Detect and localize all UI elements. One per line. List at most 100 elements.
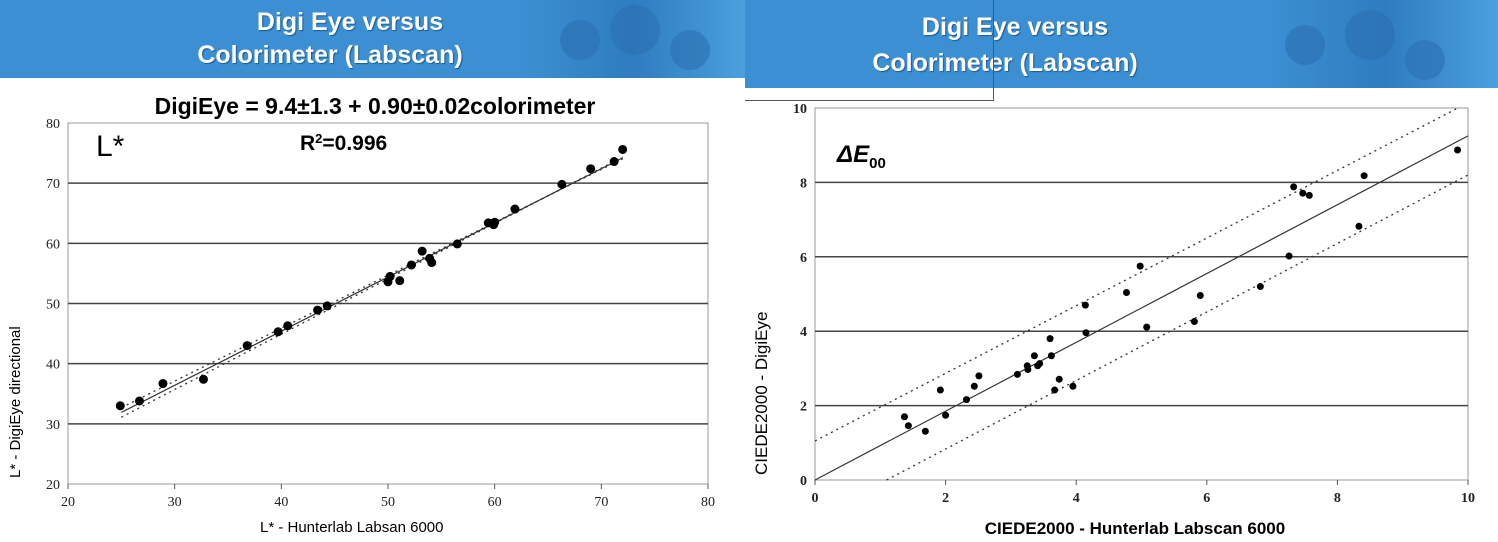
data-point — [198, 374, 208, 384]
data-point — [283, 321, 293, 331]
x-tick-label: 30 — [168, 495, 182, 510]
y-tick-label: 6 — [800, 251, 807, 266]
data-point — [417, 246, 427, 256]
data-point — [618, 144, 628, 154]
fit-line — [121, 157, 623, 413]
right-title-line2: Colorimeter (Labscan) — [872, 49, 1138, 77]
data-point — [115, 401, 125, 411]
y-tick-label: 2 — [800, 400, 807, 415]
data-point — [1055, 375, 1063, 383]
r2-text: R2=0.996 — [300, 131, 387, 155]
data-point — [322, 301, 332, 311]
x-tick-label: 8 — [1334, 491, 1341, 506]
y-axis-label: CIEDE2000 - DigiEye — [752, 312, 771, 475]
y-tick-label: 20 — [46, 478, 60, 493]
x-tick-label: 50 — [381, 495, 395, 510]
data-point — [1454, 146, 1462, 154]
confidence-line — [814, 107, 1459, 442]
x-axis-label: L* - Hunterlab Labsan 6000 — [260, 519, 443, 536]
data-point — [1285, 252, 1293, 260]
data-point — [1360, 172, 1368, 180]
data-point — [942, 411, 950, 419]
data-point — [1305, 191, 1313, 199]
data-point — [936, 386, 944, 394]
confidence-line — [886, 174, 1469, 481]
y-tick-label: 70 — [46, 177, 60, 192]
x-tick-label: 6 — [1203, 491, 1210, 506]
x-axis-label: CIEDE2000 - Hunterlab Labscan 6000 — [985, 519, 1285, 538]
data-point — [1196, 291, 1204, 299]
data-point — [1030, 352, 1038, 360]
x-tick-label: 4 — [1073, 491, 1080, 506]
data-point — [158, 379, 168, 389]
data-point — [1024, 366, 1032, 374]
data-point — [395, 276, 405, 286]
left-title-line1: Digi Eye versus — [256, 8, 444, 36]
data-point — [134, 396, 144, 406]
x-tick-label: 20 — [61, 495, 75, 510]
outline-box — [745, 0, 994, 101]
data-point — [609, 157, 619, 167]
data-point — [452, 239, 462, 249]
x-tick-label: 0 — [812, 491, 819, 506]
delta-e-chart: ΔE00 CIEDE2000 - Hunterlab Labscan 6000 … — [752, 102, 1475, 538]
data-point — [1082, 329, 1090, 337]
data-point — [1190, 318, 1198, 326]
data-point — [1051, 386, 1059, 394]
fit-line — [814, 135, 1469, 481]
y-tick-label: 40 — [46, 358, 60, 373]
data-point — [1136, 262, 1144, 270]
data-point — [586, 164, 596, 174]
data-point — [1256, 283, 1264, 291]
y-tick-label: 0 — [800, 474, 807, 489]
data-point — [975, 372, 983, 380]
plot-area — [814, 107, 1469, 481]
right-header-banner: Digi Eye versus Colorimeter (Labscan) — [745, 0, 1498, 88]
data-point — [1355, 222, 1363, 230]
x-tick-label: 2 — [942, 491, 949, 506]
chart-label: L* — [96, 130, 125, 163]
data-point — [406, 260, 416, 270]
confidence-line — [121, 156, 623, 418]
y-tick-label: 80 — [46, 117, 60, 132]
data-point — [1013, 370, 1021, 378]
x-tick-label: 70 — [594, 495, 608, 510]
right-title-line1: Digi Eye versus — [921, 13, 1109, 41]
chart-label: ΔE00 — [836, 141, 886, 172]
data-point — [1122, 289, 1130, 297]
data-point — [970, 382, 978, 390]
equation-text: DigiEye = 9.4±1.3 + 0.90±0.02colorimeter — [155, 93, 596, 119]
data-point — [385, 271, 395, 281]
y-axis-label: L* - DigiEye directional — [7, 326, 24, 478]
x-tick-label: 40 — [274, 495, 288, 510]
data-point — [921, 427, 929, 435]
data-point — [242, 341, 252, 351]
data-point — [962, 396, 970, 404]
data-point — [490, 217, 500, 227]
y-tick-label: 30 — [46, 418, 60, 433]
y-tick-label: 4 — [800, 325, 807, 340]
data-point — [904, 422, 912, 430]
y-tick-label: 8 — [800, 176, 807, 191]
data-point — [1299, 189, 1307, 197]
data-point — [1046, 335, 1054, 343]
data-point — [557, 179, 567, 189]
y-tick-label: 60 — [46, 237, 60, 252]
data-point — [1081, 301, 1089, 309]
data-point — [510, 204, 520, 214]
left-header-banner: Digi Eye versus Colorimeter (Labscan) — [0, 0, 745, 78]
data-point — [1069, 382, 1077, 390]
data-point — [273, 327, 283, 337]
y-tick-label: 50 — [46, 298, 60, 313]
data-point — [427, 258, 437, 268]
data-point — [1290, 183, 1298, 191]
y-tick-label: 10 — [793, 102, 807, 117]
left-title-line2: Colorimeter (Labscan) — [197, 41, 463, 69]
data-point — [900, 413, 908, 421]
l-star-chart: DigiEye = 9.4±1.3 + 0.90±0.02colorimeter… — [7, 93, 715, 536]
data-point — [313, 305, 323, 315]
x-tick-label: 80 — [701, 495, 715, 510]
x-tick-label: 60 — [488, 495, 502, 510]
x-tick-label: 10 — [1461, 491, 1475, 506]
data-point — [1143, 323, 1151, 331]
